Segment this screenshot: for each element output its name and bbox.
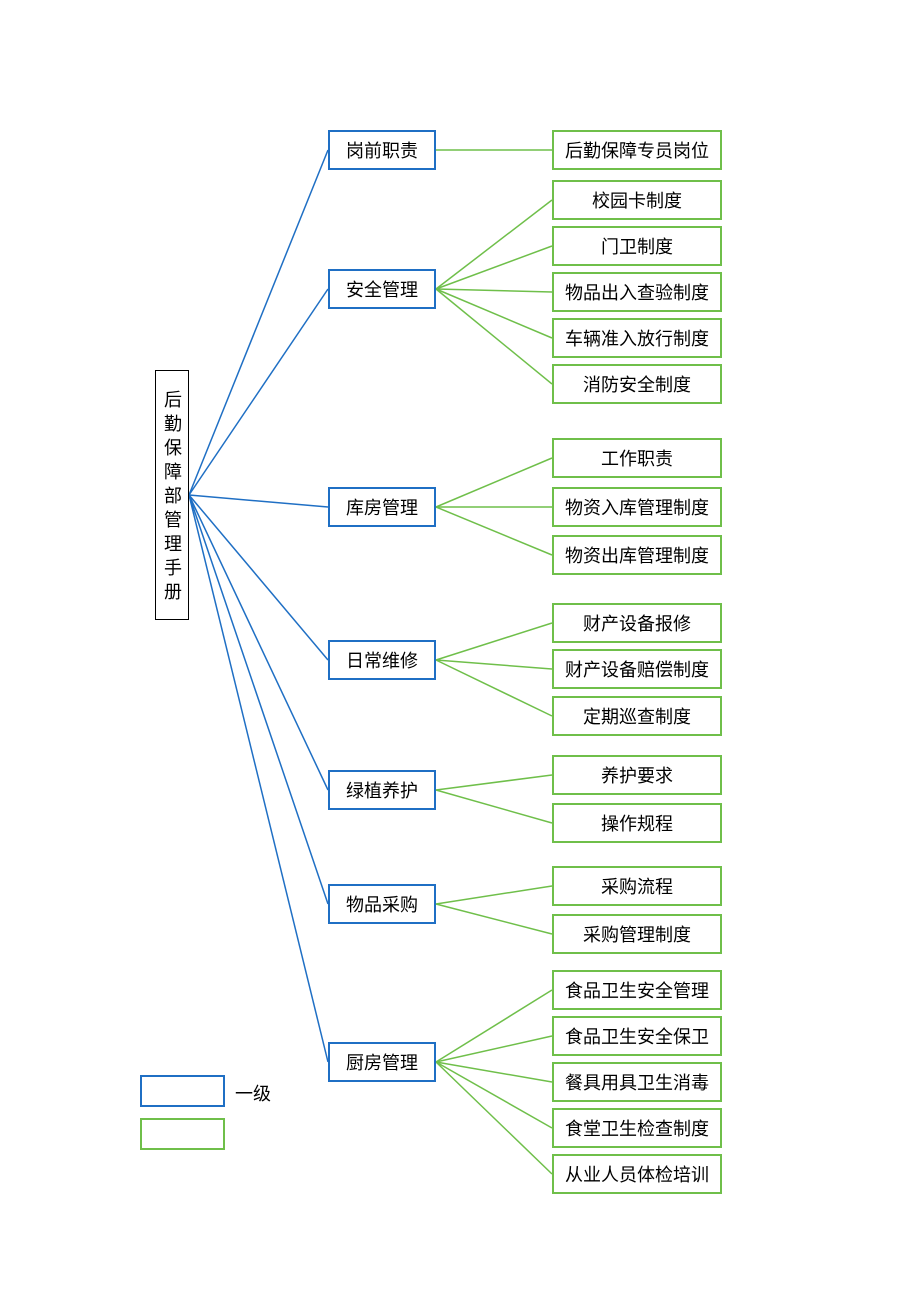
level1-node: 库房管理 [328,487,436,527]
level2-node: 餐具用具卫生消毒 [552,1062,722,1102]
level2-node: 物资入库管理制度 [552,487,722,527]
level2-node: 校园卡制度 [552,180,722,220]
level1-node: 日常维修 [328,640,436,680]
connector-lines [0,0,920,1301]
level1-node: 厨房管理 [328,1042,436,1082]
level2-node: 物资出库管理制度 [552,535,722,575]
legend-label: 一级 [235,1080,271,1106]
root-node: 后勤保障部管理手册 [155,370,189,620]
level1-node: 绿植养护 [328,770,436,810]
level1-node: 岗前职责 [328,130,436,170]
level2-node: 消防安全制度 [552,364,722,404]
legend-swatch [140,1118,225,1150]
level2-node: 车辆准入放行制度 [552,318,722,358]
level2-node: 操作规程 [552,803,722,843]
level2-node: 食堂卫生检查制度 [552,1108,722,1148]
level2-node: 采购流程 [552,866,722,906]
level2-node: 物品出入查验制度 [552,272,722,312]
level2-node: 养护要求 [552,755,722,795]
level2-node: 后勤保障专员岗位 [552,130,722,170]
level1-node: 安全管理 [328,269,436,309]
level2-node: 财产设备报修 [552,603,722,643]
level2-node: 采购管理制度 [552,914,722,954]
level2-node: 食品卫生安全管理 [552,970,722,1010]
level2-node: 定期巡查制度 [552,696,722,736]
level2-node: 食品卫生安全保卫 [552,1016,722,1056]
level1-node: 物品采购 [328,884,436,924]
level2-node: 工作职责 [552,438,722,478]
level2-node: 门卫制度 [552,226,722,266]
level2-node: 从业人员体检培训 [552,1154,722,1194]
level2-node: 财产设备赔偿制度 [552,649,722,689]
legend-swatch [140,1075,225,1107]
